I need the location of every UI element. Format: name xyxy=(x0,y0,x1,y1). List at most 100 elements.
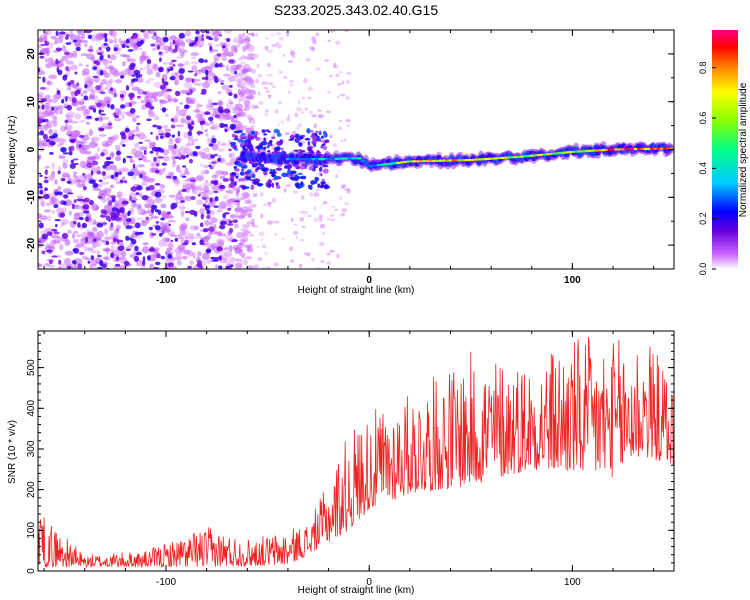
heatmap-cell xyxy=(174,137,182,144)
heatmap-cell xyxy=(58,259,62,265)
heatmap-cell xyxy=(327,39,331,43)
heatmap-cell xyxy=(237,97,243,103)
heatmap-cell xyxy=(87,49,94,52)
heatmap-cell xyxy=(253,53,259,59)
heatmap-cell xyxy=(115,263,121,267)
heatmap-cell xyxy=(210,180,218,184)
heatmap-cell xyxy=(247,135,255,141)
heatmap-cell xyxy=(319,224,326,229)
heatmap-cell xyxy=(211,161,217,164)
heatmap-cell xyxy=(110,215,117,221)
heatmap-cell xyxy=(246,114,253,120)
heatmap-cell xyxy=(273,220,280,224)
heatmap-cell xyxy=(200,153,208,159)
heatmap-cell xyxy=(250,184,255,190)
heatmap-cell xyxy=(313,192,320,197)
heatmap-cell xyxy=(129,64,135,70)
heatmap-cell xyxy=(300,175,307,180)
heatmap-cell xyxy=(112,265,119,269)
heatmap-cell xyxy=(85,216,89,222)
heatmap-cell xyxy=(215,264,219,269)
heatmap-cell xyxy=(95,143,99,147)
heatmap-cell xyxy=(155,221,159,224)
heatmap-cell xyxy=(38,240,42,243)
heatmap-cell xyxy=(200,213,204,220)
heatmap-cell xyxy=(125,225,133,230)
heatmap-cell xyxy=(339,93,346,97)
heatmap-cell xyxy=(96,102,102,108)
heatmap-cell xyxy=(101,263,107,269)
heatmap-cell xyxy=(184,77,192,83)
ridge-core xyxy=(487,157,492,160)
heatmap-cell xyxy=(65,42,72,45)
heatmap-cell xyxy=(324,59,329,62)
heatmap-cell xyxy=(66,60,75,65)
heatmap-cell xyxy=(331,205,336,208)
heatmap-cell xyxy=(92,187,102,191)
heatmap-cell xyxy=(69,120,79,124)
heatmap-cell xyxy=(218,34,222,37)
heatmap-cell xyxy=(131,35,138,39)
heatmap-cell xyxy=(55,107,59,115)
heatmap-cell xyxy=(153,32,157,36)
ridge-core xyxy=(295,157,300,161)
heatmap-cell xyxy=(77,263,83,269)
ridge-core xyxy=(662,147,668,150)
heatmap-cell xyxy=(125,235,130,241)
heatmap-cell xyxy=(53,115,57,121)
heatmap-cell xyxy=(193,190,199,195)
heatmap-cell xyxy=(174,44,178,51)
heatmap-cell xyxy=(181,114,187,117)
heatmap-cell xyxy=(217,100,224,106)
heatmap-cell xyxy=(288,90,291,94)
heatmap-cell xyxy=(242,145,246,150)
heatmap-cell xyxy=(200,30,207,33)
heatmap-cell xyxy=(159,135,164,139)
heatmap-cell xyxy=(223,123,228,127)
heatmap-cell xyxy=(161,230,165,235)
heatmap-cell xyxy=(187,250,194,257)
heatmap-cell xyxy=(216,246,223,252)
heatmap-cell xyxy=(273,262,279,267)
heatmap-cell xyxy=(212,186,221,190)
heatmap-cell xyxy=(159,184,166,189)
heatmap-cell xyxy=(315,137,321,142)
heatmap-cell xyxy=(57,104,64,111)
heatmap-cell xyxy=(39,130,45,136)
snr-panel: -100 0 100 0 100 200 300 400 500 Height of strai… xyxy=(7,330,675,596)
heatmap-cell xyxy=(314,130,319,134)
heatmap-cell xyxy=(177,130,181,137)
heatmap-cell xyxy=(298,99,301,105)
heatmap-cell xyxy=(101,123,109,128)
heatmap-cell xyxy=(111,196,116,203)
heatmap-cell xyxy=(194,138,199,142)
heatmap-cell xyxy=(311,36,316,42)
heatmap-cell xyxy=(103,256,109,260)
heatmap-cell xyxy=(295,137,301,141)
heatmap-cell xyxy=(214,196,219,202)
heatmap-cell xyxy=(120,168,130,173)
ridge-core xyxy=(302,157,307,161)
heatmap-cell xyxy=(160,217,165,221)
snr-y-tick-label: 300 xyxy=(26,440,37,457)
chart-title: S233.2025.343.02.40.G15 xyxy=(274,2,438,18)
heatmap-cell xyxy=(61,232,69,239)
heatmap-cell xyxy=(265,109,269,113)
ridge-core xyxy=(305,157,310,161)
heatmap-cell xyxy=(165,175,172,179)
heatmap-cell xyxy=(67,176,71,182)
heatmap-cell xyxy=(266,62,271,68)
heatmap-cell xyxy=(83,90,88,94)
heatmap-cell xyxy=(78,101,85,105)
heatmap-cell xyxy=(88,106,95,110)
heatmap-cell xyxy=(159,84,166,90)
heatmap-cell xyxy=(131,86,141,92)
heatmap-cell xyxy=(141,51,147,56)
heatmap-cell xyxy=(228,98,232,103)
heatmap-cell xyxy=(246,221,252,225)
heatmap-cell xyxy=(151,146,159,152)
heatmap-cell xyxy=(319,241,325,247)
heatmap-cell xyxy=(190,120,195,126)
heatmap-cell xyxy=(62,75,68,81)
heatmap-cell xyxy=(72,158,79,161)
